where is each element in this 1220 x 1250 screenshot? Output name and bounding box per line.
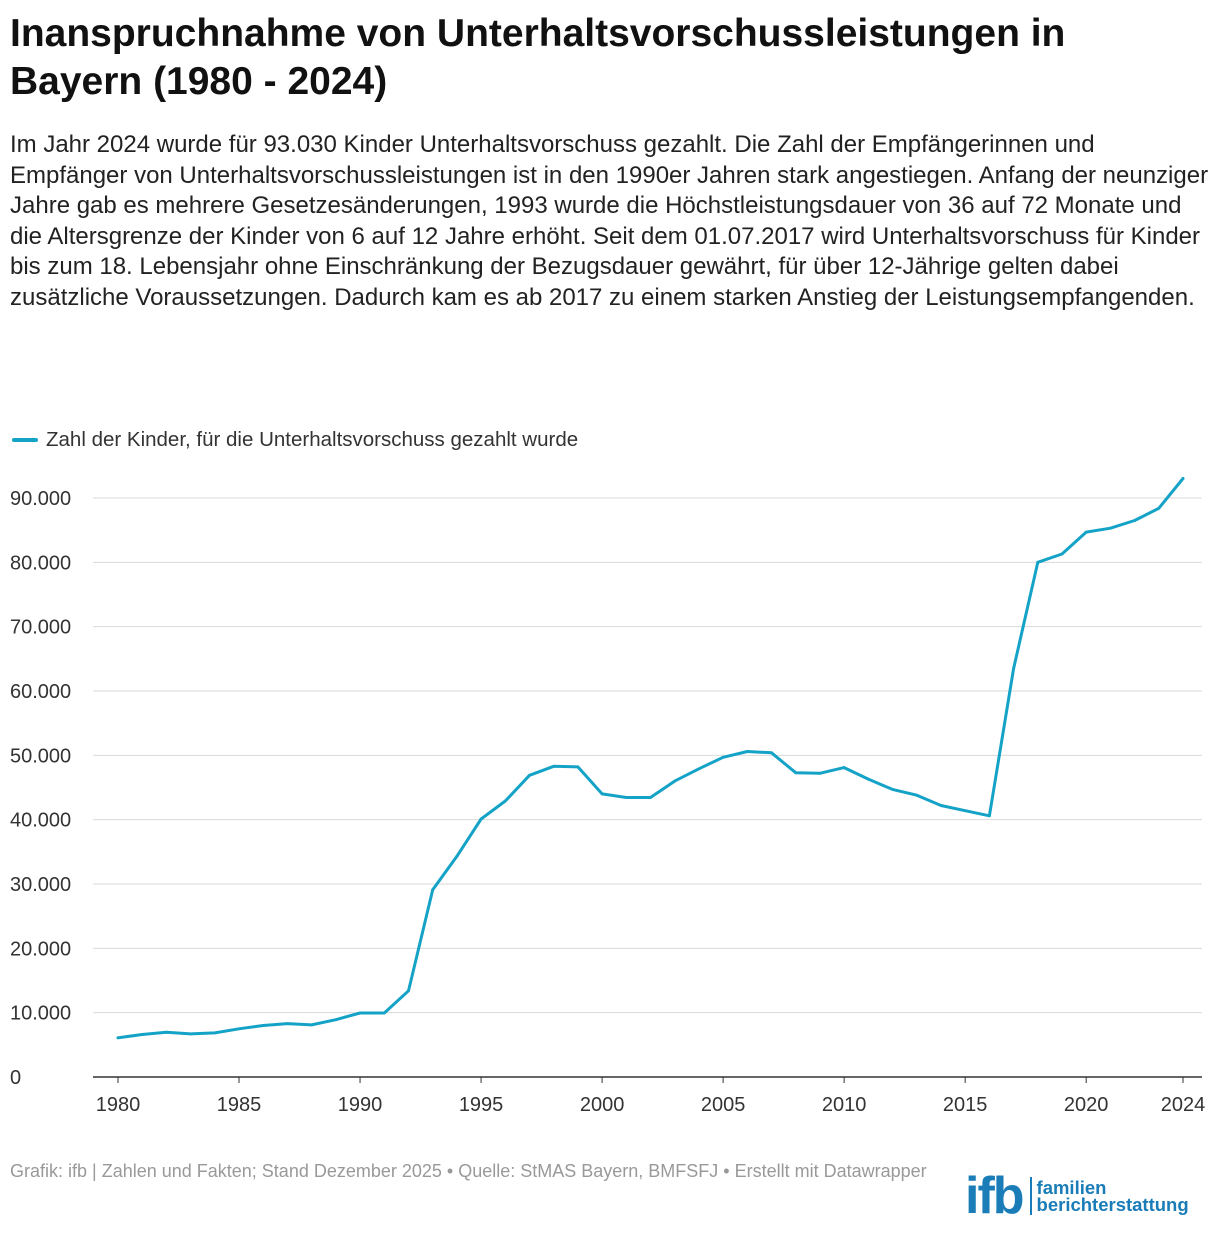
source-footer: Grafik: ifb | Zahlen und Fakten; Stand D… (10, 1161, 927, 1181)
data-point (866, 777, 870, 781)
data-point (697, 767, 701, 771)
data-point (455, 854, 459, 858)
data-point (358, 1011, 362, 1015)
data-point (1133, 519, 1136, 522)
chart-title: Inanspruchnahme von Unterhaltsvorschussl… (10, 12, 1066, 103)
x-tick-label: 1985 (217, 1094, 262, 1116)
x-tick-label: 1995 (459, 1094, 504, 1116)
data-point (237, 1027, 241, 1031)
y-tick-label: 10.000 (10, 1003, 71, 1025)
data-point (891, 788, 894, 791)
logo-text-line1: familien (1036, 1177, 1107, 1198)
data-point (431, 888, 435, 892)
y-tick-label: 50.000 (10, 745, 71, 767)
logo-mark: ifb (965, 1167, 1025, 1225)
y-tick-label: 20.000 (10, 938, 71, 960)
data-point (939, 804, 943, 807)
y-tick-label: 30.000 (10, 874, 71, 896)
data-point (116, 1036, 120, 1040)
data-point (624, 796, 628, 799)
data-point (963, 809, 967, 813)
x-axis-ticks: 1980 1985 1990 1995 2000 2005 2010 2015 2020 2024 (96, 1077, 1206, 1116)
data-point (1012, 667, 1015, 670)
data-point (745, 750, 749, 753)
data-point (407, 989, 410, 993)
data-point (1060, 552, 1064, 556)
data-point (649, 796, 652, 799)
x-tick-label: 1980 (96, 1094, 141, 1116)
y-tick-label: 80.000 (10, 552, 71, 574)
grid-lines (93, 497, 1202, 1078)
data-point (552, 764, 556, 768)
data-point (528, 773, 531, 777)
legend: Zahl der Kinder, für die Unterhaltsvorsc… (12, 428, 578, 452)
data-point (382, 1011, 386, 1015)
legend-label: Zahl der Kinder, für die Unterhaltsvorsc… (46, 428, 579, 451)
data-point (794, 771, 798, 775)
data-point (1084, 530, 1088, 534)
data-point (213, 1031, 217, 1035)
chart-description: Im Jahr 2024 wurde für 93.030 Kinder Unt… (10, 131, 1209, 311)
legend-swatch (12, 438, 38, 442)
data-point (842, 766, 846, 769)
data-point (600, 792, 604, 796)
data-point (721, 755, 725, 759)
ifb-logo: ifb familien berichterstattung (965, 1170, 1189, 1222)
x-tick-label: 2015 (943, 1094, 988, 1116)
data-point (310, 1023, 314, 1027)
x-tick-label: 2024 (1161, 1094, 1206, 1116)
series-layer (116, 477, 1185, 1040)
data-point (261, 1024, 265, 1027)
data-point (1036, 560, 1040, 564)
data-point (1108, 526, 1112, 530)
data-point (915, 793, 919, 797)
y-tick-label: 70.000 (10, 617, 71, 639)
logo-text: familien berichterstattung (1036, 1177, 1189, 1215)
data-point (1181, 477, 1185, 480)
x-tick-label: 2010 (822, 1094, 867, 1116)
data-point (673, 779, 677, 783)
logo-divider (1029, 1177, 1032, 1215)
logo-text-line2: berichterstattung (1036, 1194, 1189, 1215)
data-point (189, 1032, 193, 1036)
data-point (1157, 506, 1161, 510)
y-tick-label: 60.000 (10, 681, 71, 703)
data-point (770, 751, 773, 755)
data-point (987, 814, 991, 818)
data-point (479, 817, 483, 821)
data-point (286, 1022, 289, 1026)
line-chart: 0 10.000 20.000 30.000 40.000 50.000 60.000 70.… (10, 477, 1206, 1116)
data-point (576, 765, 580, 769)
x-tick-label: 2005 (701, 1094, 746, 1116)
x-tick-label: 2020 (1064, 1094, 1109, 1116)
data-point (165, 1030, 168, 1034)
y-tick-label: 40.000 (10, 810, 71, 832)
data-point (503, 799, 507, 803)
y-axis-ticks: 0 10.000 20.000 30.000 40.000 50.000 60.000 70.… (10, 488, 71, 1089)
x-tick-label: 2000 (580, 1094, 625, 1116)
x-tick-label: 1990 (338, 1094, 383, 1116)
data-point (334, 1018, 338, 1022)
data-point (140, 1033, 144, 1036)
y-tick-label: 0 (10, 1067, 21, 1089)
y-tick-label: 90.000 (10, 488, 71, 510)
data-point (818, 771, 822, 775)
